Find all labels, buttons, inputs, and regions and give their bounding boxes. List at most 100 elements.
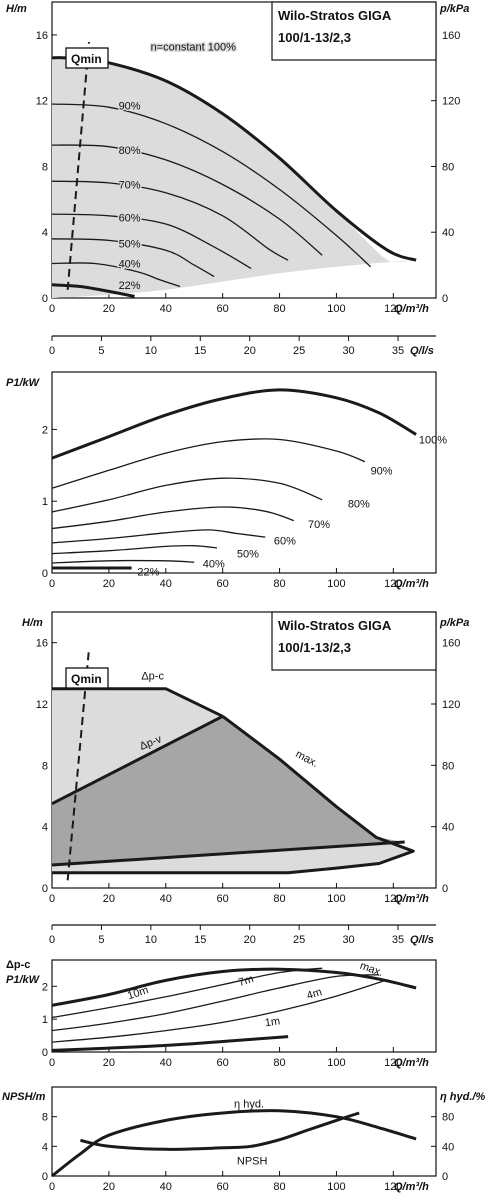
ls_axis1-axis: 0 5 10 15 20 25 30 35 Q/l/s: [49, 335, 436, 357]
x-tick-label: 40: [160, 1057, 172, 1069]
y-tick-label: 12: [36, 96, 48, 108]
x-tick-label: 80: [273, 1181, 285, 1193]
y2-tick-label: 80: [442, 1112, 454, 1124]
ls-tick-label: 5: [98, 934, 104, 946]
curve-label: 7m: [237, 973, 255, 989]
plot-frame: [51, 1086, 437, 1177]
control-line-3: [51, 840, 405, 867]
speed-curve-7: [51, 283, 135, 298]
title-line-2: 100/1-13/2,3: [278, 30, 351, 45]
curve-label: 80%: [348, 498, 370, 510]
curve-label: NPSH: [237, 1155, 268, 1167]
qmin-label: Qmin: [71, 52, 102, 66]
x-tick-label: 120: [384, 1057, 402, 1069]
curve-label: 70%: [119, 180, 141, 192]
y-tick-label: 4: [42, 227, 48, 239]
plot-frame: [51, 959, 437, 1053]
curve-label: 10m: [126, 984, 150, 1002]
ls-axis-label: Q/l/s: [410, 345, 434, 357]
hq_control-panel: 0 20 40 60 80 100 120Q/m³/h048121604080120160Δ…: [22, 611, 469, 905]
x-tick-label: 80: [273, 893, 285, 905]
ls-tick-label: 5: [98, 345, 104, 357]
title-box: [271, 611, 437, 671]
y2-tick-label: 120: [442, 96, 460, 108]
x-tick-label: 100: [327, 1057, 345, 1069]
ls_axis2-axis: 0 5 10 15 20 25 30 35 Q/l/s: [49, 924, 436, 946]
npsh-eff-curve-0: [51, 1109, 417, 1178]
x-tick-label: 80: [273, 1057, 285, 1069]
y-tick-label: 0: [42, 883, 48, 895]
y2-tick-label: 0: [442, 883, 448, 895]
y-axis-label: NPSH/m: [2, 1091, 46, 1103]
control-line-1: [51, 714, 224, 806]
x-tick-label: 100: [327, 578, 345, 590]
dp-v-region: [52, 716, 405, 865]
x-tick-label: 0: [49, 303, 55, 315]
title-box: [271, 1, 437, 61]
curve-label: 1m: [264, 1015, 281, 1029]
ls-tick-label: 25: [293, 934, 305, 946]
y-tick-label: 4: [42, 822, 48, 834]
x-axis-label: Q/m³/h: [394, 578, 429, 590]
mode-label: max.: [294, 748, 321, 770]
y-axis-label-top: Δp-c: [6, 959, 30, 971]
power-curve-5: [51, 544, 218, 555]
x-tick-label: 0: [49, 1181, 55, 1193]
y-tick-label: 0: [42, 1047, 48, 1059]
y-tick-label: 8: [42, 760, 48, 772]
power-curve-6: [51, 559, 195, 564]
title-line-2: 100/1-13/2,3: [278, 640, 351, 655]
x-tick-label: 40: [160, 303, 172, 315]
y2-tick-label: 40: [442, 227, 454, 239]
x-tick-label: 20: [103, 1057, 115, 1069]
y-tick-label: 0: [42, 1171, 48, 1183]
speed-curve-4: [51, 213, 252, 269]
x-tick-label: 0: [49, 1057, 55, 1069]
y-tick-label: 8: [42, 1112, 48, 1124]
y-tick-label: 0: [42, 568, 48, 580]
x-tick-label: 20: [103, 578, 115, 590]
ls-tick-label: 15: [194, 934, 206, 946]
y-tick-label: 0: [42, 293, 48, 305]
ls-tick-label: 0: [49, 345, 55, 357]
curve-label: 50%: [237, 549, 259, 561]
x-axis-label: Q/m³/h: [394, 303, 429, 315]
pc-curve-0: [51, 967, 417, 1007]
title-line-1: Wilo-Stratos GIGA: [278, 8, 392, 23]
y-tick-label: 2: [42, 424, 48, 436]
curve-label: n=constant 100%: [151, 41, 237, 53]
x-tick-label: 120: [384, 303, 402, 315]
npsh-eff-curve-1: [80, 1111, 360, 1151]
ls-tick-label: 35: [392, 934, 404, 946]
ls-tick-label: 30: [342, 934, 354, 946]
ls-tick-label: 25: [293, 345, 305, 357]
curve-label: 40%: [119, 258, 141, 270]
y-tick-label: 16: [36, 638, 48, 650]
y2-tick-label: 80: [442, 161, 454, 173]
x-tick-label: 120: [384, 578, 402, 590]
curve-label: 60%: [119, 212, 141, 224]
ls-tick-label: 0: [49, 934, 55, 946]
y-axis-label: P1/kW: [6, 377, 41, 389]
x-axis-label: Q/m³/h: [394, 1057, 429, 1069]
x-tick-label: 20: [103, 303, 115, 315]
x-tick-label: 60: [217, 303, 229, 315]
power-curve-1: [51, 438, 366, 489]
qmin-box: [65, 47, 109, 69]
qmin-box: [65, 667, 109, 689]
x-tick-label: 40: [160, 1181, 172, 1193]
y2-tick-label: 160: [442, 638, 460, 650]
ls-tick-label: 10: [145, 345, 157, 357]
y-axis-label: H/m: [6, 3, 27, 15]
pc-curve-1: [51, 967, 323, 1019]
power-curve-4: [51, 529, 266, 544]
curve-label: 4m: [305, 986, 323, 1002]
y-tick-label: 16: [36, 30, 48, 42]
x-tick-label: 20: [103, 1181, 115, 1193]
ls-tick-label: 15: [194, 345, 206, 357]
y-tick-label: 4: [42, 1141, 48, 1153]
y-tick-label: 1: [42, 496, 48, 508]
